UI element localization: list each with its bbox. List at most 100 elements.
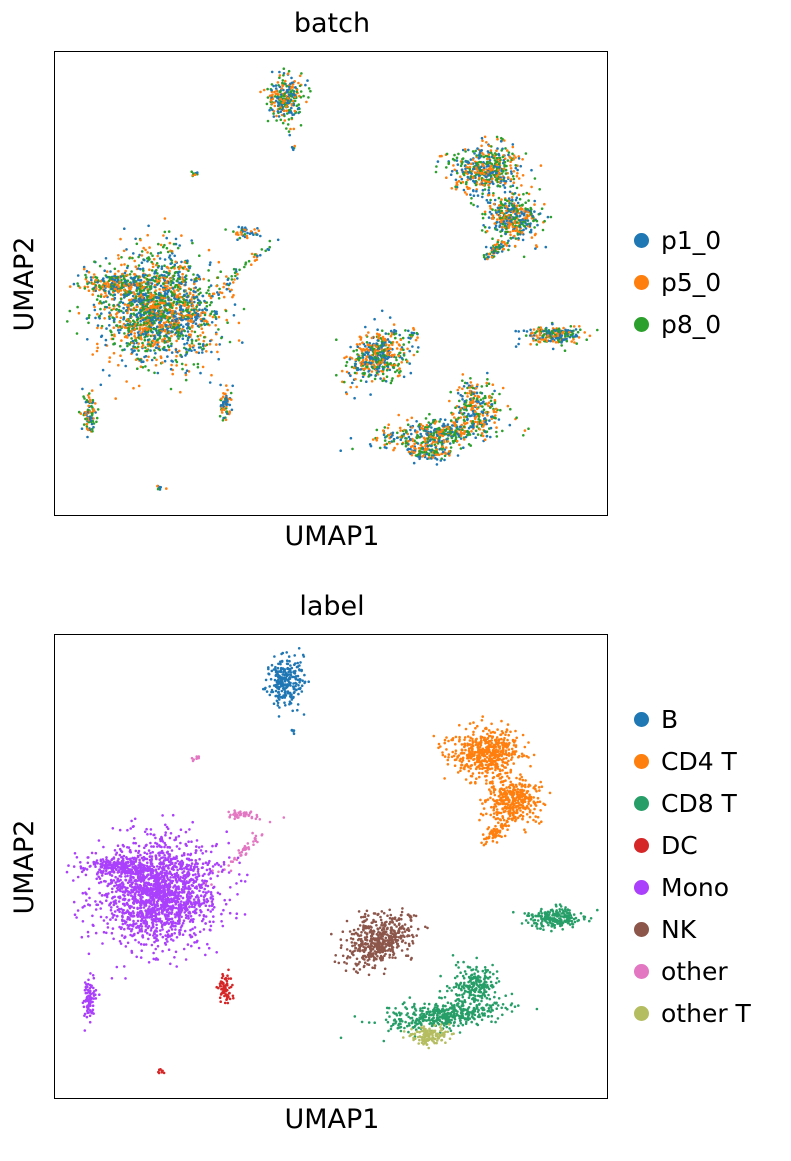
scatter-point xyxy=(83,397,86,400)
scatter-point xyxy=(350,357,354,360)
scatter-point xyxy=(361,375,365,379)
scatter-point xyxy=(133,283,136,287)
scatter-point xyxy=(218,414,222,418)
scatter-point xyxy=(487,216,491,219)
scatter-point xyxy=(512,154,516,157)
scatter-point xyxy=(506,176,510,179)
scatter-point xyxy=(157,317,160,320)
scatter-point xyxy=(468,404,472,408)
scatter-point xyxy=(515,174,519,178)
scatter-point xyxy=(489,435,492,439)
scatter-point xyxy=(98,284,101,288)
scatter-point xyxy=(152,297,155,300)
scatter-point xyxy=(419,443,423,447)
scatter-point xyxy=(525,223,528,226)
scatter-point xyxy=(206,320,209,324)
scatter-point xyxy=(192,282,196,286)
scatter-point xyxy=(127,290,130,293)
scatter-point xyxy=(172,314,176,318)
scatter-point xyxy=(377,349,380,353)
scatter-point xyxy=(256,227,259,230)
scatter-point xyxy=(459,447,463,450)
scatter-point xyxy=(500,149,504,152)
scatter-point xyxy=(527,427,530,431)
scatter-point xyxy=(140,261,144,264)
scatter-point xyxy=(496,251,499,255)
scatter-point xyxy=(554,341,558,344)
scatter-point xyxy=(489,151,493,155)
scatter-point xyxy=(139,267,142,271)
scatter-point xyxy=(259,253,262,257)
scatter-point xyxy=(427,421,431,424)
scatter-point xyxy=(273,90,276,94)
scatter-point xyxy=(351,381,354,385)
scatter-point xyxy=(494,209,497,212)
scatter-point xyxy=(527,214,531,217)
scatter-point xyxy=(454,429,457,432)
scatter-point xyxy=(375,371,379,375)
scatter-point xyxy=(89,276,93,279)
scatter-point xyxy=(94,402,97,405)
scatter-point xyxy=(141,332,144,336)
scatter-point xyxy=(118,280,122,284)
scatter-point xyxy=(90,389,94,392)
scatter-point xyxy=(110,281,114,285)
scatter-point xyxy=(470,407,474,410)
scatter-point xyxy=(367,349,370,352)
scatter-point xyxy=(408,349,412,353)
scatter-point xyxy=(502,159,506,162)
scatter-point xyxy=(149,252,153,255)
scatter-point xyxy=(524,334,528,337)
scatter-point xyxy=(285,127,288,130)
scatter-point xyxy=(359,348,363,351)
scatter-point xyxy=(166,285,169,288)
scatter-point xyxy=(190,349,193,353)
scatter-point xyxy=(405,441,409,445)
scatter-point xyxy=(178,264,182,268)
scatter-point xyxy=(500,172,504,175)
scatter-point xyxy=(469,175,473,179)
scatter-point xyxy=(512,170,516,173)
scatter-point xyxy=(143,338,147,342)
scatter-point xyxy=(461,432,465,435)
scatter-point xyxy=(411,345,414,348)
scatter-point xyxy=(470,430,473,433)
scatter-point xyxy=(495,220,499,224)
scatter-point xyxy=(431,456,435,459)
scatter-point xyxy=(353,371,357,375)
scatter-point xyxy=(490,164,493,168)
scatter-point xyxy=(375,332,379,336)
scatter-point xyxy=(371,347,375,351)
scatter-point xyxy=(428,456,431,459)
scatter-point xyxy=(454,187,458,191)
scatter-point xyxy=(549,215,553,219)
scatter-point xyxy=(147,355,150,359)
scatter-point xyxy=(156,254,159,258)
scatter-point xyxy=(379,353,382,357)
scatter-point xyxy=(122,284,126,287)
scatter-point xyxy=(270,70,274,74)
scatter-point xyxy=(197,346,201,349)
scatter-point xyxy=(465,421,469,425)
scatter-point xyxy=(278,90,282,93)
scatter-point xyxy=(400,346,404,349)
scatter-point xyxy=(104,343,107,347)
scatter-point xyxy=(302,94,305,98)
scatter-point xyxy=(500,179,503,183)
scatter-point xyxy=(209,301,213,304)
scatter-point xyxy=(471,150,475,153)
scatter-point xyxy=(126,273,129,277)
scatter-point xyxy=(136,345,140,349)
scatter-point xyxy=(288,93,291,96)
scatter-point xyxy=(165,270,168,274)
scatter-point xyxy=(339,449,343,453)
scatter-point xyxy=(148,268,151,271)
scatter-point xyxy=(162,245,165,249)
scatter-point xyxy=(469,377,472,380)
scatter-point xyxy=(353,396,356,400)
scatter-point xyxy=(474,387,478,390)
scatter-point xyxy=(442,424,446,428)
scatter-point xyxy=(201,294,205,298)
scatter-point xyxy=(497,168,500,172)
scatter-point xyxy=(190,170,193,173)
